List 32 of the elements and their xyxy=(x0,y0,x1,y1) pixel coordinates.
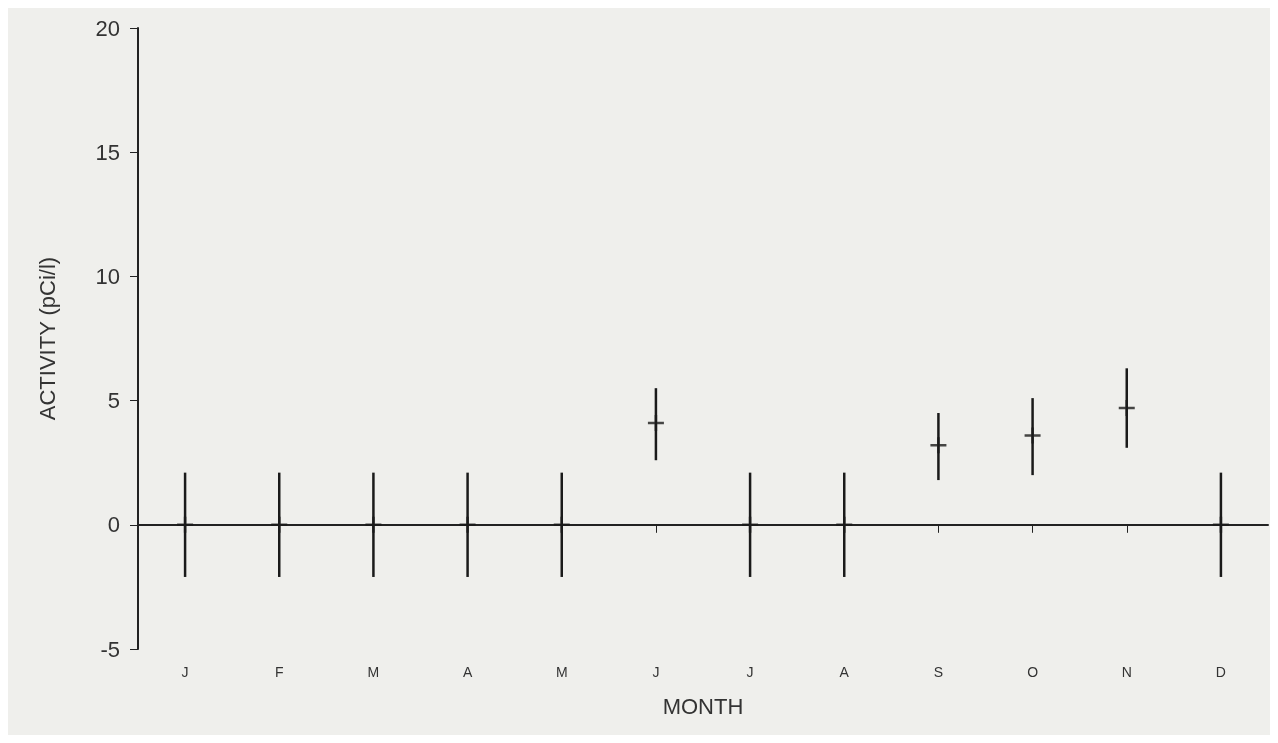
y-tick-label: 0 xyxy=(107,512,120,538)
point xyxy=(552,515,571,535)
y-tick-label: 20 xyxy=(95,15,120,41)
y-axis-title: ACTIVITY (pCi/l) xyxy=(34,256,60,421)
y-tick-label: -5 xyxy=(100,636,120,662)
y-tick-label: 5 xyxy=(107,388,120,414)
point xyxy=(1117,398,1136,418)
x-tick-label: A xyxy=(839,664,850,680)
x-tick-label: D xyxy=(1215,664,1226,680)
x-tick-label: S xyxy=(933,664,944,680)
x-tick-label: F xyxy=(274,664,284,680)
x-axis-title: MONTH xyxy=(662,693,744,719)
point xyxy=(646,413,666,433)
x-tick-label: M xyxy=(367,664,380,680)
x-tick-label: J xyxy=(746,664,754,680)
x-tick-label: J xyxy=(181,664,189,680)
point xyxy=(270,515,289,535)
point xyxy=(364,515,383,535)
point xyxy=(929,436,948,455)
y-tick-label: 10 xyxy=(95,263,120,289)
x-tick-label: O xyxy=(1027,664,1039,680)
x-tick-label: A xyxy=(462,664,473,680)
point xyxy=(458,515,477,535)
point xyxy=(1023,426,1042,445)
x-tick-label: N xyxy=(1121,664,1132,680)
point xyxy=(740,515,760,535)
x-tick-label: J xyxy=(652,664,660,680)
point xyxy=(835,515,854,535)
x-tick-label: M xyxy=(555,664,568,680)
point xyxy=(175,515,195,535)
point xyxy=(1211,515,1231,535)
y-tick-label: 15 xyxy=(95,139,120,165)
